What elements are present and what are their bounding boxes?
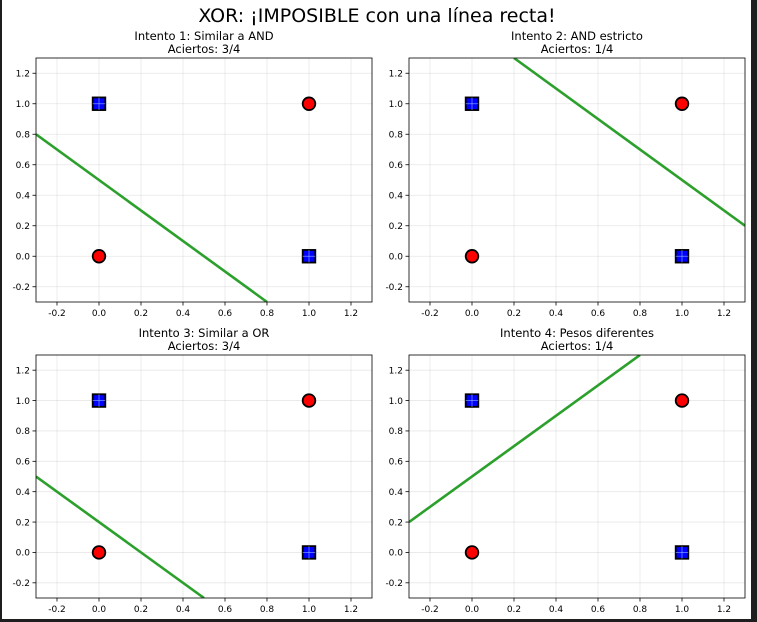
x-tick-label: 0.8 <box>260 309 275 319</box>
x-tick-label: 1.0 <box>302 605 317 615</box>
y-tick-label: 0.6 <box>389 161 404 171</box>
x-tick-label: 1.2 <box>344 605 358 615</box>
x-tick-label: 0.8 <box>633 605 648 615</box>
y-tick-label: 1.2 <box>16 69 30 79</box>
y-tick-label: 0.0 <box>16 549 31 559</box>
y-tick-label: 1.0 <box>16 397 31 407</box>
class-0-point <box>91 545 107 560</box>
x-tick-label: 0.0 <box>92 309 107 319</box>
axes-frame <box>35 354 373 599</box>
subplot-subtitle: Aciertos: 1/4 <box>541 339 614 353</box>
subplot-title: Intento 2: AND estricto <box>511 29 643 43</box>
subplot-subtitle: Aciertos: 3/4 <box>168 339 241 353</box>
y-tick-label: 0.4 <box>389 488 404 498</box>
x-tick-label: 1.0 <box>302 309 317 319</box>
x-tick-label: -0.2 <box>48 605 66 615</box>
x-tick-label: 0.6 <box>591 605 606 615</box>
y-tick-label: 0.2 <box>16 518 30 528</box>
y-tick-label: 0.6 <box>389 458 404 468</box>
x-tick-label: 0.2 <box>134 309 148 319</box>
y-tick-label: 0.0 <box>389 252 404 262</box>
x-tick-label: 1.2 <box>717 309 731 319</box>
y-tick-label: 0.2 <box>389 518 403 528</box>
x-tick-label: 1.0 <box>675 309 690 319</box>
x-tick-label: 1.2 <box>717 605 731 615</box>
y-tick-label: 0.2 <box>16 222 30 232</box>
x-tick-label: -0.2 <box>421 605 439 615</box>
y-tick-label: 0.8 <box>16 427 31 437</box>
class-0-point <box>91 249 107 264</box>
subplot-title: Intento 3: Similar a OR <box>139 326 270 340</box>
class-0-point <box>301 96 317 111</box>
axes-frame <box>408 354 746 599</box>
class-0-point <box>301 393 317 408</box>
y-tick-label: 0.6 <box>16 161 31 171</box>
y-tick-label: 1.0 <box>389 100 404 110</box>
class-0-point <box>464 249 480 264</box>
y-tick-label: 0.8 <box>389 130 404 140</box>
y-tick-label: 0.8 <box>16 130 31 140</box>
x-tick-label: 0.4 <box>549 309 564 319</box>
figure-title: XOR: ¡IMPOSIBLE con una línea recta! <box>198 5 555 27</box>
axes-frame <box>408 57 746 303</box>
class-0-point <box>674 96 690 111</box>
x-tick-label: -0.2 <box>421 309 439 319</box>
y-tick-label: 0.0 <box>389 549 404 559</box>
x-tick-label: -0.2 <box>48 309 66 319</box>
decision-boundary-line <box>36 475 205 598</box>
x-tick-label: 1.2 <box>344 309 358 319</box>
x-tick-label: 0.8 <box>633 309 648 319</box>
x-tick-label: 0.2 <box>507 605 521 615</box>
subplot-subtitle: Aciertos: 1/4 <box>541 42 614 56</box>
y-tick-label: 1.2 <box>389 69 403 79</box>
y-tick-label: 1.0 <box>16 100 31 110</box>
x-tick-label: 0.4 <box>549 605 564 615</box>
y-tick-label: 0.2 <box>389 222 403 232</box>
y-tick-label: -0.2 <box>12 579 30 589</box>
y-tick-label: 0.6 <box>16 458 31 468</box>
class-0-point <box>674 393 690 408</box>
x-tick-label: 0.4 <box>176 605 191 615</box>
x-tick-label: 0.0 <box>465 309 480 319</box>
y-tick-label: -0.2 <box>12 283 30 293</box>
x-tick-label: 0.0 <box>465 605 480 615</box>
decision-boundary-line <box>36 133 268 302</box>
y-tick-label: 1.2 <box>16 366 30 376</box>
x-tick-label: 0.6 <box>218 309 233 319</box>
y-tick-label: -0.2 <box>385 283 403 293</box>
x-tick-label: 1.0 <box>675 605 690 615</box>
decision-boundary-line <box>513 58 745 227</box>
y-tick-label: 0.4 <box>389 191 404 201</box>
x-tick-label: 0.2 <box>507 309 521 319</box>
x-tick-label: 0.0 <box>92 605 107 615</box>
x-tick-label: 0.2 <box>134 605 148 615</box>
x-tick-label: 0.4 <box>176 309 191 319</box>
x-tick-label: 0.6 <box>591 309 606 319</box>
y-tick-label: 1.0 <box>389 397 404 407</box>
axes-frame <box>35 57 373 303</box>
subplot-subtitle: Aciertos: 3/4 <box>168 42 241 56</box>
decision-boundary-line <box>409 355 641 524</box>
y-tick-label: -0.2 <box>385 579 403 589</box>
y-tick-label: 0.4 <box>16 191 31 201</box>
subplot-title: Intento 4: Pesos diferentes <box>500 326 654 340</box>
x-tick-label: 0.8 <box>260 605 275 615</box>
x-tick-label: 0.6 <box>218 605 233 615</box>
class-0-point <box>464 545 480 560</box>
y-tick-label: 0.8 <box>389 427 404 437</box>
y-tick-label: 0.4 <box>16 488 31 498</box>
subplot-title: Intento 1: Similar a AND <box>134 29 273 43</box>
y-tick-label: 0.0 <box>16 252 31 262</box>
y-tick-label: 1.2 <box>389 366 403 376</box>
